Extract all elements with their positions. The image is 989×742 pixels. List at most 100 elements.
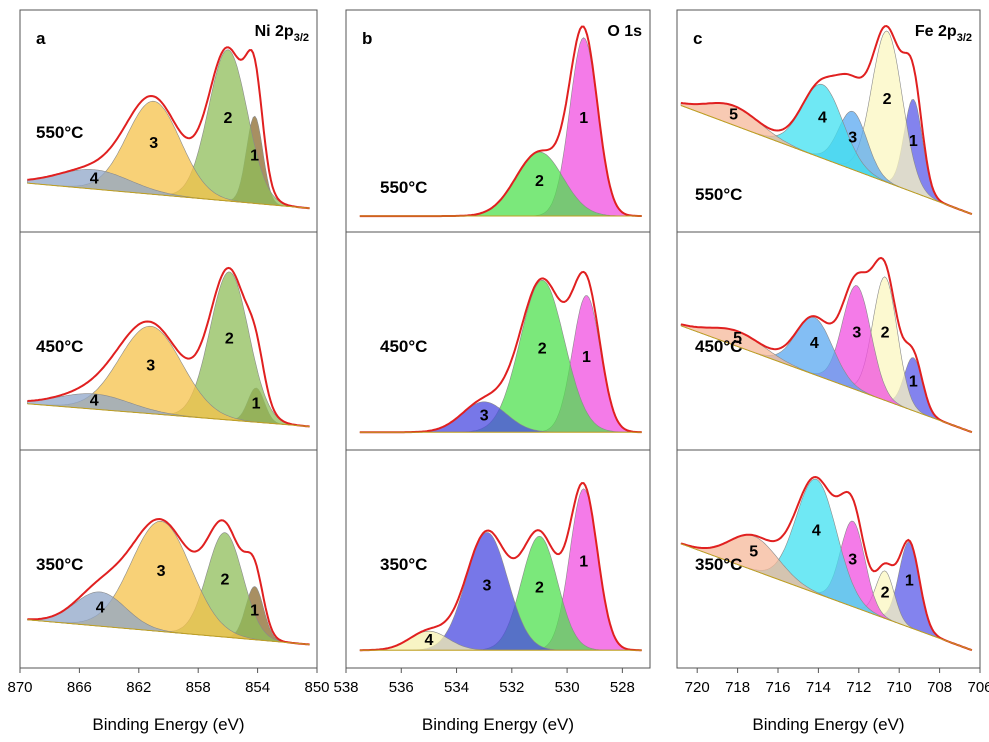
x-tick-label: 534 (444, 679, 469, 696)
peak-label: 5 (733, 330, 742, 347)
peak-label: 2 (535, 173, 544, 190)
peak-label: 4 (812, 523, 821, 540)
peak-label: 3 (480, 407, 489, 424)
peak-label: 2 (223, 110, 232, 127)
temperature-label: 550°C (695, 185, 742, 204)
fit-envelope-line (27, 517, 310, 646)
peak-label: 3 (852, 325, 861, 342)
peak-label: 3 (848, 552, 857, 569)
x-tick-label: 708 (927, 679, 952, 696)
peak-label: 2 (535, 580, 544, 597)
x-axis-label: Binding Energy (eV) (422, 715, 574, 734)
temperature-label: 450°C (695, 337, 742, 356)
peak-label: 2 (881, 325, 890, 342)
baseline-line (680, 543, 973, 651)
x-axis-label: Binding Energy (eV) (752, 715, 904, 734)
x-tick-label: 538 (333, 679, 358, 696)
x-tick-label: 854 (245, 679, 270, 696)
panel-letter: a (36, 29, 46, 48)
panel-b-row-0: 1 2 550°C (359, 25, 642, 218)
x-tick-label: 528 (610, 679, 635, 696)
peak-label: 3 (482, 577, 491, 594)
panel-c-row-2: 12 3 4 5 350°C (680, 475, 973, 652)
panel-title: Ni 2p3/2 (255, 23, 309, 44)
temperature-label: 350°C (36, 555, 83, 574)
x-tick-label: 536 (389, 679, 414, 696)
peak-label: 2 (881, 584, 890, 601)
peak-label: 1 (252, 395, 261, 412)
baseline-line (680, 105, 973, 215)
panel-a-row-0: 1 2 3 4 550°C (27, 46, 310, 210)
fit-envelope-line (680, 256, 973, 434)
peak-label: 5 (749, 544, 758, 561)
panel-a-row-2: 1 2 3 4 350°C (27, 517, 310, 646)
fit-envelope-line (27, 46, 310, 210)
peak-label: 3 (149, 135, 158, 152)
temperature-label: 450°C (36, 337, 83, 356)
peak-label: 4 (90, 170, 99, 187)
fit-envelope-line (680, 475, 973, 652)
peak-label: 4 (96, 599, 105, 616)
baseline-line (27, 619, 310, 645)
x-tick-label: 718 (725, 679, 750, 696)
baseline-line (27, 182, 310, 209)
x-tick-label: 706 (967, 679, 989, 696)
peak-label: 3 (157, 563, 166, 580)
x-tick-label: 714 (806, 679, 831, 696)
panel-c-row-0: 1 2 3 4 5 550°C (680, 24, 973, 216)
panel-a-row-1: 1 2 3 4 450°C (27, 266, 310, 428)
x-axis-label: Binding Energy (eV) (92, 715, 244, 734)
panel-title: Fe 2p3/2 (915, 23, 972, 44)
peak-label: 1 (579, 553, 588, 570)
fit-envelope-line (27, 266, 310, 428)
baseline-line (27, 403, 310, 427)
panel-b-row-frame-2 (345, 449, 651, 669)
peak-label: 2 (883, 91, 892, 108)
peak-label: 4 (424, 632, 433, 649)
peak-label: 1 (582, 349, 591, 366)
x-tick-label: 712 (846, 679, 871, 696)
peak-label: 4 (90, 393, 99, 410)
peak-label: 2 (225, 331, 234, 348)
panel-c-row-frame-2 (676, 449, 981, 669)
peak-label: 1 (909, 133, 918, 150)
peak-label: 5 (729, 106, 738, 123)
x-tick-label: 710 (887, 679, 912, 696)
temperature-label: 550°C (36, 123, 83, 142)
x-tick-label: 530 (555, 679, 580, 696)
peak-label: 3 (146, 358, 155, 375)
panel-letter: c (693, 29, 702, 48)
x-tick-label: 716 (765, 679, 790, 696)
panel-title: O 1s (607, 23, 642, 40)
x-tick-label: 532 (499, 679, 524, 696)
temperature-label: 350°C (380, 555, 427, 574)
x-tick-label: 850 (304, 679, 329, 696)
peak-label: 3 (848, 130, 857, 147)
x-tick-label: 720 (685, 679, 710, 696)
peak-label: 4 (810, 335, 819, 352)
x-tick-label: 858 (186, 679, 211, 696)
peak-label: 1 (579, 110, 588, 127)
fit-envelope-line (359, 482, 642, 652)
peak-label: 1 (250, 602, 259, 619)
panel-letter: b (362, 29, 372, 48)
temperature-label: 350°C (695, 555, 742, 574)
x-tick-label: 866 (67, 679, 92, 696)
peak-label: 2 (220, 572, 229, 589)
baseline-line (680, 325, 973, 433)
temperature-label: 550°C (380, 178, 427, 197)
x-tick-label: 862 (126, 679, 151, 696)
panel-b: 1 2 550°C 1 2 3 450°C 1 2 3 4 350°C b O 1s 538 536 534 53… (333, 9, 651, 734)
panel-a-row-frame-2 (19, 449, 318, 669)
peak-label: 1 (909, 374, 918, 391)
peak-label: 4 (818, 110, 827, 127)
peak-label: 1 (905, 572, 914, 589)
peak-label: 1 (250, 147, 259, 164)
x-tick-label: 870 (7, 679, 32, 696)
temperature-label: 450°C (380, 337, 427, 356)
panel-b-row-1: 1 2 3 450°C (359, 270, 642, 434)
